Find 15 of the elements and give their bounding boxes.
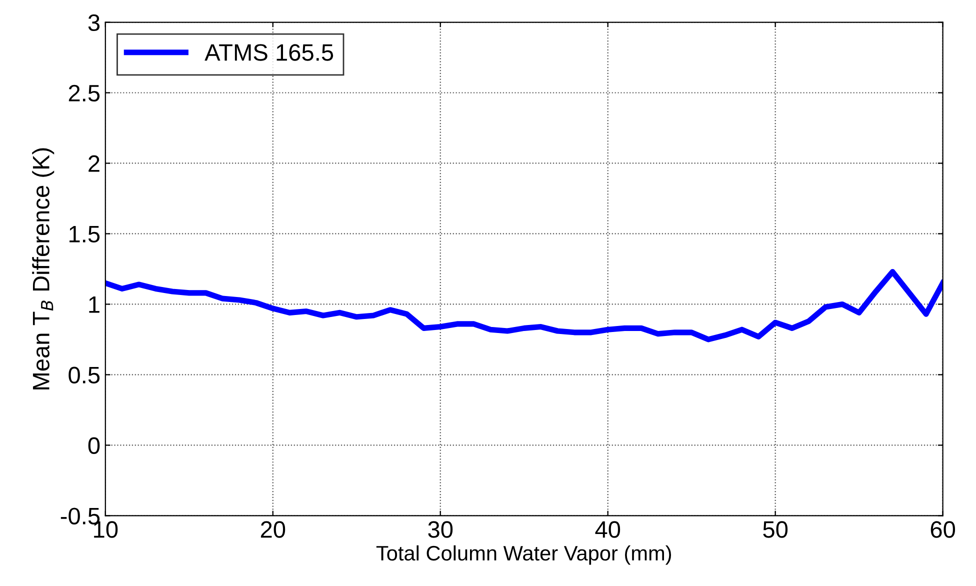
y-axis-title: Mean T$_{B}$ Difference (K) — [32, 148, 54, 390]
x-tick-label: 30 — [428, 521, 453, 538]
y-tick-label: 0.5 — [68, 366, 100, 384]
y-tick-label: 2.5 — [68, 84, 100, 102]
x-tick-label: 50 — [763, 521, 788, 538]
y-tick-label: 0 — [88, 437, 100, 454]
y-tick-label: 1.5 — [70, 226, 100, 243]
x-tick-label: 60 — [930, 521, 956, 538]
y-tick-label: 3 — [88, 14, 100, 32]
y-tick-label: 1 — [89, 296, 100, 313]
y-tick-label: 2 — [88, 155, 100, 172]
legend-label: ATMS 165.5 — [204, 44, 334, 61]
x-tick-label: 20 — [260, 521, 286, 538]
x-tick-label: 40 — [595, 521, 620, 538]
x-axis-title: Total Column Water Vapor (mm) — [376, 545, 672, 565]
